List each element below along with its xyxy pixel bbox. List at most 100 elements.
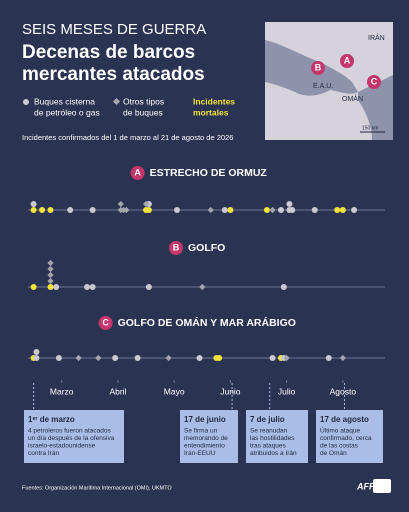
map-marker-label: C	[371, 76, 378, 86]
panel-letter: A	[134, 167, 141, 177]
title: mercantes atacados	[22, 64, 205, 85]
map-marker	[311, 61, 325, 75]
incident-other	[339, 354, 346, 362]
map: A B C IRÁN E.A.U. OMÁN 150 km	[265, 22, 393, 140]
x-tick-label: Mayo	[164, 386, 185, 396]
event-text: Se firma un	[184, 428, 218, 435]
event-date: 17 de agosto	[320, 415, 369, 424]
panel-letter: B	[173, 242, 180, 252]
legend-label: de buques	[123, 107, 163, 117]
map-sea	[358, 75, 393, 140]
map-marker	[340, 54, 354, 68]
incident-fatal	[145, 207, 152, 213]
x-tick-label: Julio	[278, 386, 296, 396]
panel-title: GOLFO DE OMÁN Y MAR ARÁBIGO	[118, 316, 296, 329]
incident-fatal	[227, 207, 234, 213]
legend-label: Otros tipos	[123, 96, 164, 106]
legend-label: Incidentes	[193, 96, 235, 106]
event-text: 4 petroleros fueron atacados	[28, 428, 111, 435]
incident-tanker	[277, 207, 284, 213]
incident-tanker	[33, 355, 40, 361]
legend-label: Buques cisterna	[34, 96, 95, 106]
logo: AFP	[356, 481, 376, 491]
panel-marker	[169, 241, 183, 255]
legend-symbol	[112, 97, 121, 106]
event-box	[246, 410, 308, 463]
panel-title: ESTRECHO DE ORMUZ	[150, 167, 268, 179]
incident-tanker	[33, 349, 40, 355]
panel-title: GOLFO	[188, 242, 225, 254]
incident-tanker	[84, 284, 91, 290]
title: Decenas de barcos	[22, 42, 195, 63]
incident-tanker	[351, 207, 358, 213]
incident-tanker	[173, 207, 180, 213]
incident-tanker	[325, 355, 332, 361]
event-date: 17 de junio	[184, 415, 226, 424]
incident-tanker	[289, 207, 296, 213]
map-label: IRÁN	[368, 33, 385, 42]
incident-fatal	[39, 207, 46, 213]
incident-tanker	[280, 284, 287, 290]
event-date: 1ᵉʳ de marzo	[28, 415, 75, 424]
event-text: Irán-EEUU	[184, 450, 216, 457]
event-box	[316, 410, 383, 463]
event-text: memorando de	[184, 435, 228, 442]
incident-other	[283, 354, 290, 362]
incident-tanker	[67, 207, 74, 213]
event-text: tras ataques	[250, 443, 287, 450]
incident-tanker	[53, 284, 60, 290]
event-text: las hostilidades	[250, 435, 295, 442]
event-text: Último ataque	[320, 426, 360, 435]
event-text: atribuidos a Irán	[250, 450, 297, 457]
event-text: de Omán	[320, 450, 347, 457]
kicker: SEIS MESES DE GUERRA	[22, 21, 206, 38]
legend-symbol	[23, 99, 29, 105]
event-text: contra Irán	[28, 450, 59, 457]
panel-letter: C	[102, 317, 109, 327]
event-text: israelo-estadounidense	[28, 443, 96, 450]
incident-tanker	[112, 355, 119, 361]
logo-box	[373, 479, 391, 493]
map-marker-label: B	[315, 62, 322, 72]
incident-tanker	[134, 355, 141, 361]
event-date: 7 de julio	[250, 415, 285, 424]
event-box	[24, 410, 124, 463]
x-tick-label: Marzo	[50, 386, 74, 396]
incident-tanker	[145, 284, 152, 290]
incident-other	[142, 200, 150, 208]
incident-fatal	[339, 207, 346, 213]
panel-marker	[98, 316, 113, 330]
x-tick-label: Abril	[109, 386, 126, 396]
map-label: E.A.U.	[313, 83, 333, 90]
incident-fatal	[30, 207, 37, 213]
incident-tanker	[30, 201, 37, 207]
legend-label: de petróleo o gas	[34, 107, 100, 117]
map-label: OMÁN	[342, 94, 363, 103]
incident-tanker	[286, 201, 293, 207]
x-tick-label: Junio	[220, 386, 241, 396]
event-text: Se reanudan	[250, 428, 288, 435]
incident-other	[207, 206, 214, 214]
map-marker-label: A	[344, 55, 351, 65]
incident-tanker	[89, 284, 96, 290]
source: Fuentes: Organización Marítima Internaci…	[22, 485, 172, 491]
incident-tanker	[221, 207, 228, 213]
map-marker	[367, 75, 381, 89]
incident-fatal	[216, 355, 223, 361]
map-scale: 150 km	[362, 125, 378, 131]
panel-marker	[130, 166, 145, 180]
incident-other	[117, 200, 124, 208]
incident-fatal	[47, 207, 54, 213]
event-text: entendimiento	[184, 443, 225, 450]
incident-tanker	[311, 207, 318, 213]
event-text: de las costas	[320, 443, 359, 450]
subtitle: Incidentes confirmados del 1 de marzo al…	[22, 133, 233, 142]
incident-other	[123, 206, 130, 214]
legend-label: mortales	[193, 107, 229, 117]
incident-tanker	[89, 207, 96, 213]
incident-tanker	[269, 355, 276, 361]
incident-tanker	[55, 355, 62, 361]
incident-fatal	[263, 207, 270, 213]
